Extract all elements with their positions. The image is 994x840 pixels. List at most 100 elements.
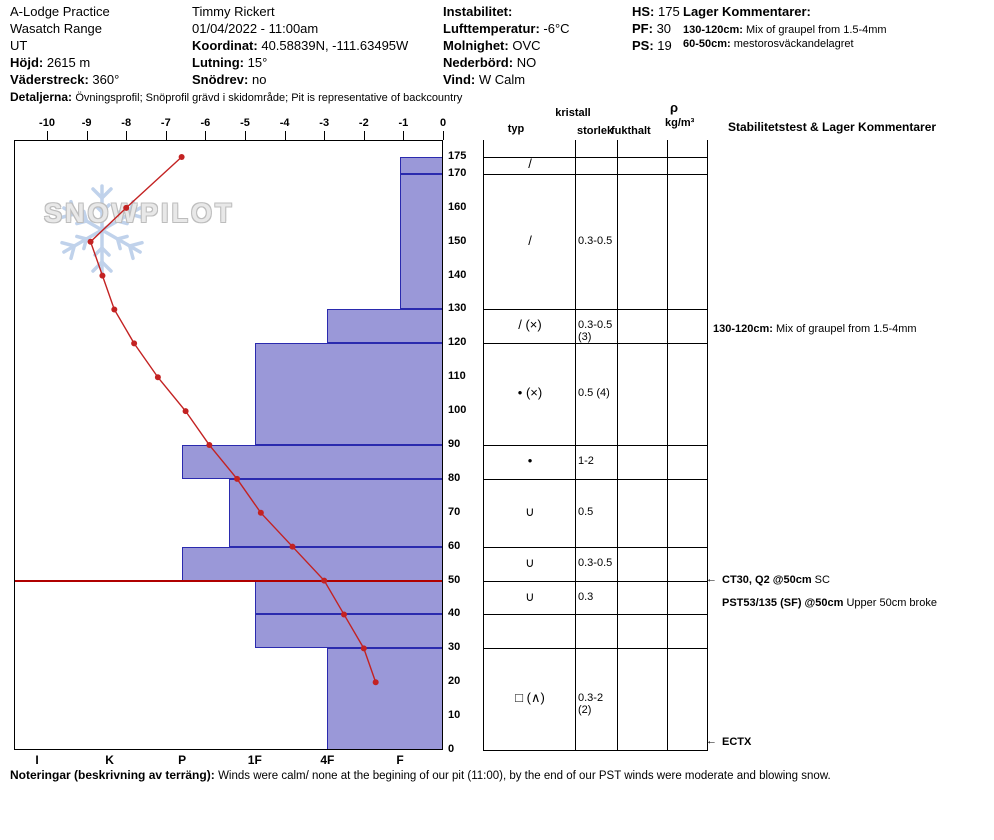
test-note: Upper 50cm broke [843,597,937,610]
ps-row: PS: 19 [632,38,672,54]
grain-row-line [483,546,708,548]
depth-tick-label: 90 [448,438,461,451]
layer-comment-depth: 130-120cm: [683,24,743,36]
stability-test-label: ECTX [722,736,751,748]
depth-tick-label: 80 [448,471,461,484]
air-temp-value: -6°C [543,21,570,36]
grain-size-header: storlek [577,125,614,137]
grain-size-label: 1-2 [578,454,594,467]
grain-type-header: typ [507,123,525,135]
temp-point [257,509,264,516]
grain-type-symbol: • (×) [517,385,543,401]
temp-point [182,408,189,415]
temp-tick-label: -4 [279,117,290,129]
temp-point [321,577,328,584]
site-name: A-Lodge Practice [10,4,110,19]
sky-label: Molnighet: [443,38,509,53]
pf-row: PF: 30 [632,21,671,37]
chart-border [14,140,443,750]
logo-text: SNOWPILOT [44,198,235,228]
snow-layer-bar [400,157,443,174]
depth-tick-label: 40 [448,607,461,620]
test-name: ECTX [722,736,752,749]
depth-tick-label: 60 [448,539,461,552]
aspect-value: 360° [92,72,120,87]
instability-row: Instabilitet: [443,4,512,20]
snow-layer-bar [327,309,443,344]
blowing-snow-row: Snödrev: no [192,72,266,88]
weak-layer-line [14,579,443,582]
test-name: PST53/135 (SF) @50cm [722,597,844,610]
grain-row-line [483,157,708,158]
hardness-tick-label: 4F [320,753,335,767]
blowing-snow-value: no [251,72,267,87]
layer-comments-title: Lager Kommentarer: [683,4,811,20]
layer-comment-depth: 60-50cm: [683,38,731,50]
temp-point [341,611,347,618]
precip-row: Nederbörd: NO [443,55,536,71]
grain-table-column-line [707,140,708,750]
temp-tick-label: -7 [160,117,171,129]
temp-point [372,679,379,686]
grain-table-column-line [575,140,576,750]
instability-label: Instabilitet: [443,4,513,19]
temp-tick-label: 0 [439,117,447,129]
ps-value: 19 [657,38,672,53]
depth-tick-label: 10 [448,709,461,722]
coordinates-row: Koordinat: 40.58839N, -111.63495W [192,38,408,54]
snow-layer-bar [182,445,443,479]
temp-tick-label: -3 [319,117,330,129]
grain-size-label: 0.3-0.5 (3) [578,319,613,344]
stability-test-label: PST53/135 (SF) @50cm Upper 50cm broke [722,597,937,609]
layer-comment-row: 130-120cm: Mix of graupel from 1.5-4mm [683,24,887,37]
precip-label: Nederbörd: [443,55,514,70]
grain-table-column-line [483,140,484,750]
hs-row: HS: 175 [632,4,680,20]
temp-point [206,442,213,449]
notes-row: Noteringar (beskrivning av terräng): Win… [10,768,831,782]
wind-value: W Calm [478,72,526,87]
aspect-label: Väderstreck: [10,72,89,87]
grain-table-column-line [617,140,618,750]
temp-tick-mark [324,131,326,140]
grain-type-symbol: ∪ [525,503,535,519]
grain-table-bottom-line [483,750,708,751]
pf-label: PF: [632,21,653,36]
temp-tick-mark [403,131,405,140]
grain-size-label: 0.3 [578,590,594,603]
hardness-tick-label: K [105,753,114,767]
blowing-snow-label: Snödrev: [192,72,249,87]
aspect-row: Väderstreck: 360° [10,72,119,88]
test-note: SC [811,573,830,586]
temp-point [99,272,106,279]
depth-tick-label: 160 [448,200,467,213]
mountain-range: Wasatch Range [10,21,103,36]
observer-name: Timmy Rickert [192,4,275,19]
temp-tick-mark [284,131,286,140]
temp-tick-mark [245,131,246,140]
grain-size-label: 0.3-0.5 [578,234,613,247]
slope-label: Lutning: [192,55,244,70]
depth-tick-label: 100 [448,404,467,417]
temp-tick-label: -2 [358,117,369,129]
slope-value: 15° [247,55,268,70]
temp-point [123,204,130,211]
temp-tick-label: -5 [240,117,250,129]
temp-line-path [89,156,377,683]
depth-tick-label: 70 [448,505,461,518]
ps-label: PS: [632,38,654,53]
details-label: Detaljerna: [10,90,73,104]
elevation-value: 2615 m [46,55,91,70]
depth-tick-label: 130 [448,302,467,315]
snow-layer-bar [182,546,443,581]
comment-text: Mix of graupel from 1.5-4mm [772,322,917,335]
temp-point [111,306,118,313]
details-text: Övningsprofil; Snöprofil grävd i skidomr… [75,92,463,104]
grain-type-symbol: / [528,232,532,248]
temp-point [154,374,161,381]
temp-tick-mark [363,131,365,140]
grain-table-column-line [667,140,668,750]
temp-tick-mark [443,131,444,140]
coordinates-value: 40.58839N, -111.63495W [261,38,409,53]
